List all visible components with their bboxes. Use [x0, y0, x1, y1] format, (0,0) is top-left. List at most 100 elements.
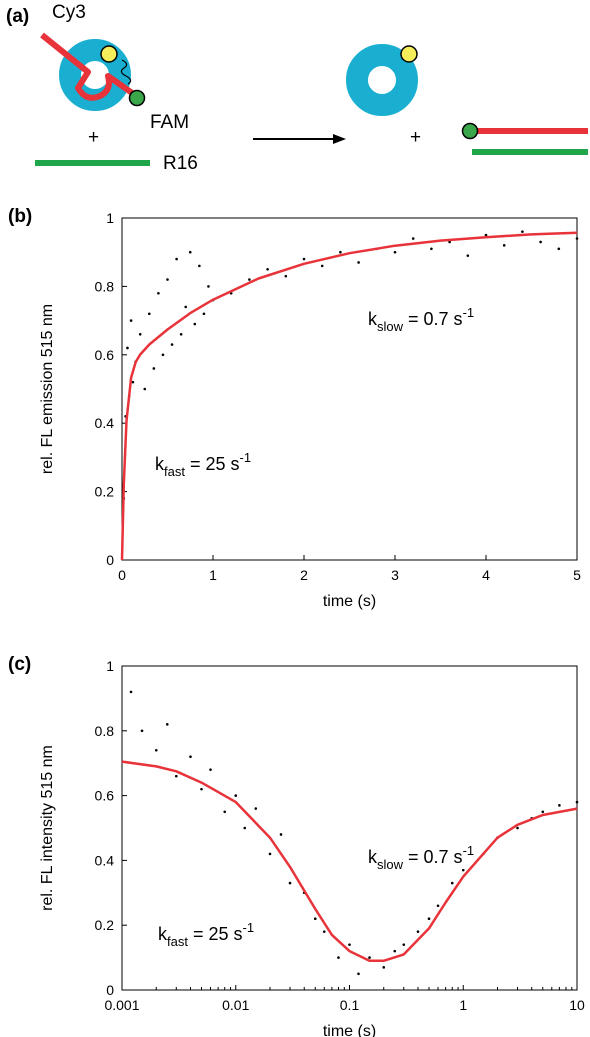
data-point [266, 268, 269, 271]
data-point [254, 807, 258, 810]
data-point [393, 949, 397, 953]
annotation: kslow = 0.7 s-1 [368, 305, 474, 334]
data-point [202, 312, 206, 316]
x-tick-label: 0.1 [340, 997, 360, 1013]
x-tick-label: 1 [459, 997, 467, 1013]
data-point [427, 917, 431, 921]
data-point [541, 810, 545, 814]
y-tick-label: 0 [106, 552, 114, 568]
annotation: kfast = 25 s-1 [158, 920, 254, 949]
x-tick-label: 10 [569, 997, 585, 1013]
plus: + [410, 127, 421, 148]
data-point [368, 956, 371, 959]
data-point [320, 264, 324, 268]
y-tick-label: 0.2 [95, 484, 115, 500]
data-point [279, 833, 283, 836]
data-point [502, 244, 506, 247]
data-point [248, 278, 251, 281]
plot-frame [121, 217, 578, 561]
data-point [466, 254, 470, 257]
data-point [198, 264, 201, 268]
data-point [152, 367, 156, 370]
x-tick-label: 0.001 [104, 997, 139, 1013]
data-point [313, 917, 317, 921]
cy3-dye [100, 45, 118, 63]
fret-squiggle [120, 59, 132, 85]
data-point [357, 261, 360, 264]
data-point [148, 312, 151, 316]
data-point [243, 826, 247, 830]
chart: (c) 0 0.2 0.4 0.6 0.8 1 0.001 0.01 0.1 1 10 time (s)… [8, 654, 585, 1037]
data-point [207, 285, 210, 288]
data-point [157, 291, 160, 295]
y-tick-label: 0.8 [95, 723, 115, 739]
data-point [129, 319, 133, 322]
hfq-ring [346, 44, 418, 116]
y-tick-label: 0.6 [95, 788, 115, 804]
fit-curve [121, 760, 578, 963]
data-point [322, 930, 326, 933]
data-point [165, 723, 169, 726]
y-tick-label: 0.8 [95, 278, 115, 294]
data-point [223, 810, 227, 814]
data-point [575, 237, 579, 240]
data-point [450, 881, 454, 885]
data-point [348, 943, 351, 946]
data-point [193, 322, 197, 326]
data-point [161, 353, 165, 357]
data-point [539, 240, 542, 244]
data-point [175, 257, 178, 261]
y-tick-label: 1 [106, 658, 114, 674]
y-tick-label: 1 [106, 210, 114, 226]
cy3-dye [400, 45, 418, 63]
data-point [357, 972, 360, 976]
x-tick-label: 1 [209, 567, 217, 583]
data-point [268, 852, 272, 856]
x-tick-label: 4 [482, 567, 490, 583]
fam-dye [128, 89, 146, 107]
x-tick-label: 0.01 [222, 997, 249, 1013]
x-axis-label: time (s) [323, 593, 376, 610]
data-point [402, 943, 406, 946]
fam-label: FAM [150, 112, 189, 133]
data-point [521, 230, 524, 233]
chart: (b) 0 0.2 0.4 0.6 0.8 1 0 1 2 3 4 5 time (s) rel. FL e… [8, 206, 581, 610]
data-point [140, 729, 144, 733]
data-point [393, 250, 397, 254]
data-point [337, 956, 340, 959]
data-point [448, 240, 451, 244]
x-tick-label: 3 [391, 567, 399, 583]
data-point [382, 966, 386, 969]
arrow-head [333, 134, 346, 144]
annotation: kfast = 25 s-1 [155, 450, 251, 479]
data-point [516, 826, 519, 830]
y-tick-label: 0.4 [95, 415, 115, 431]
y-axis-label: rel. FL intensity 515 nm [39, 745, 56, 911]
data-point [461, 868, 465, 872]
data-point [189, 755, 192, 759]
data-point [302, 257, 306, 261]
data-point [154, 748, 158, 752]
data-point [284, 274, 288, 278]
y-tick-label: 0.4 [95, 852, 115, 868]
cy3-label: Cy3 [52, 2, 86, 23]
data-point [484, 233, 488, 237]
data-point [126, 346, 129, 350]
data-point [436, 904, 440, 908]
data-point [138, 332, 142, 336]
data-point [129, 690, 133, 694]
data-point [557, 247, 561, 251]
data-point [234, 794, 238, 797]
data-point [170, 343, 174, 346]
data-point [179, 332, 183, 336]
y-tick-label: 0 [106, 982, 114, 998]
fit-curve [120, 231, 578, 561]
fam-dye [461, 122, 479, 140]
r16-label: R16 [163, 153, 198, 174]
data-point [184, 305, 187, 309]
x-tick-label: 5 [573, 567, 581, 583]
data-point [339, 250, 342, 254]
x-tick-label: 0 [118, 567, 126, 583]
data-point [174, 774, 178, 778]
